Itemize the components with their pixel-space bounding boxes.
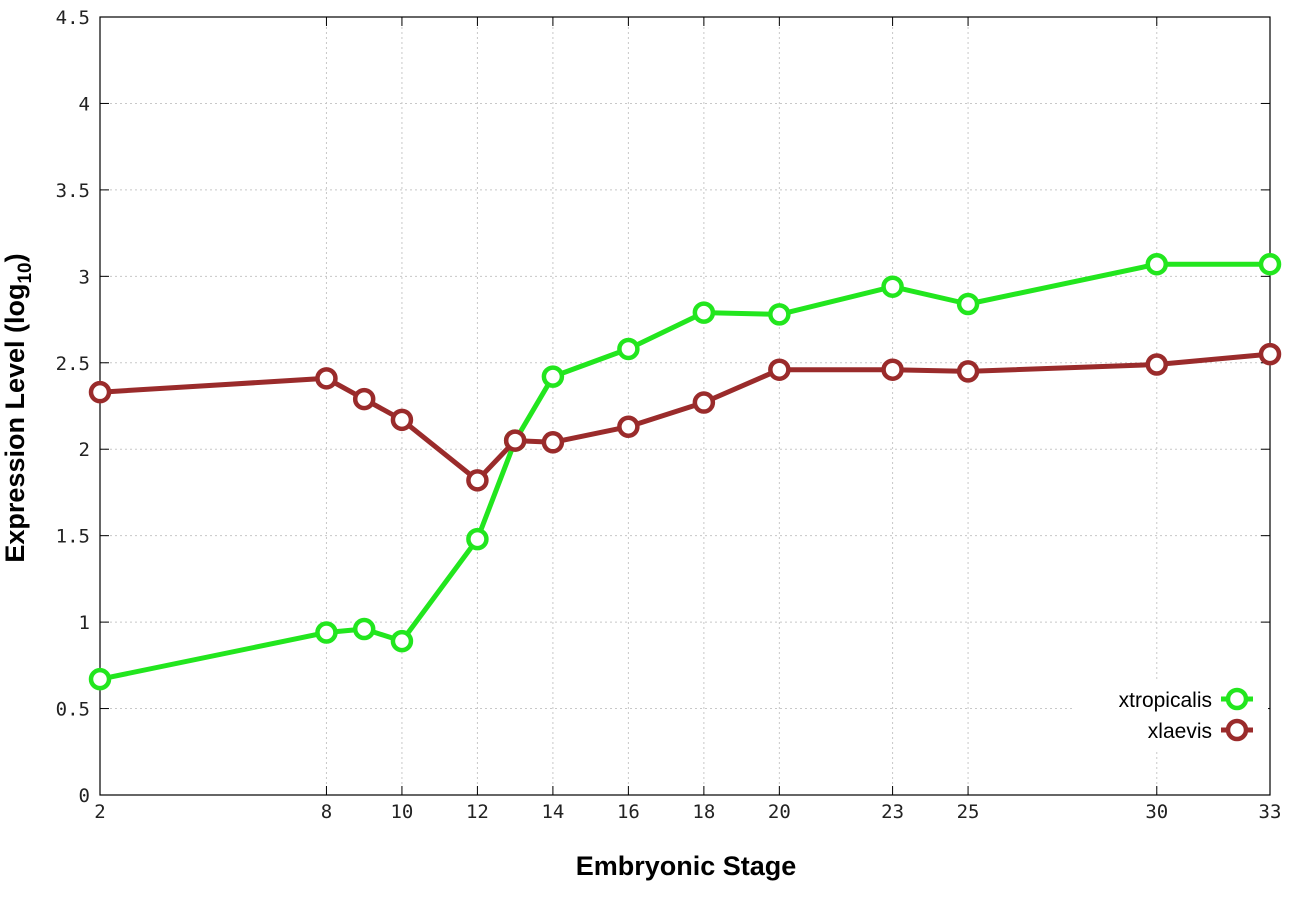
data-point-xlaevis xyxy=(503,429,527,452)
series-xtropicalis xyxy=(88,252,1282,691)
data-point-xtropicalis xyxy=(768,303,791,326)
y-tick-label: 2.5 xyxy=(56,353,90,375)
data-point-xlaevis xyxy=(956,360,980,383)
x-tick-label: 14 xyxy=(541,801,564,823)
x-tick-label: 2 xyxy=(94,801,105,823)
x-tick-label: 8 xyxy=(321,801,332,823)
data-point-xlaevis xyxy=(1258,342,1282,366)
y-tick-label: 4 xyxy=(79,93,90,115)
data-point-xlaevis xyxy=(315,367,338,390)
grid-lines xyxy=(100,17,1270,795)
y-tick-label: 0.5 xyxy=(56,699,90,721)
series-lines xyxy=(88,252,1282,691)
series-xlaevis xyxy=(88,342,1282,492)
x-tick-label: 23 xyxy=(881,801,904,823)
y-tick-label: 4.5 xyxy=(56,7,90,29)
y-axis-title: Expression Level (log10) xyxy=(0,253,36,562)
x-tick-label: 10 xyxy=(390,801,413,823)
x-tick-label: 18 xyxy=(692,801,715,823)
data-point-xlaevis xyxy=(1145,353,1169,376)
x-tick-label: 30 xyxy=(1145,801,1168,823)
data-point-xtropicalis xyxy=(466,527,489,551)
plot-frame xyxy=(99,16,1271,796)
data-point-xlaevis xyxy=(881,358,904,381)
y-tick-label: 1.5 xyxy=(56,526,90,548)
x-axis-title: Embryonic Stage xyxy=(576,851,797,881)
data-point-xtropicalis xyxy=(617,337,640,361)
data-point-xtropicalis xyxy=(881,275,904,298)
data-point-xtropicalis xyxy=(1145,252,1169,276)
data-point-xtropicalis xyxy=(692,301,716,324)
x-tick-label: 12 xyxy=(466,801,489,823)
data-point-xlaevis xyxy=(768,358,791,381)
x-tick-label: 20 xyxy=(768,801,791,823)
x-tick-label: 33 xyxy=(1259,801,1282,823)
data-point-xtropicalis xyxy=(315,621,338,644)
series-line-xlaevis xyxy=(99,351,1271,483)
data-point-xlaevis xyxy=(352,387,376,411)
data-point-xlaevis xyxy=(88,380,112,404)
y-tick-label: 0 xyxy=(79,785,90,807)
y-tick-label: 3 xyxy=(79,266,90,288)
data-point-xtropicalis xyxy=(352,617,376,641)
axis-ticks: 0 0.5 1 1.5 2 2.5 3 3.5 4 4.5 2 8 10 12 14 16 18 20 23 25 30… xyxy=(56,7,1282,823)
legend-label-xlaevis: xlaevis xyxy=(1148,720,1212,743)
legend-swatch-marker-xlaevis xyxy=(1225,718,1249,742)
data-point-xtropicalis xyxy=(541,365,565,388)
legend: xtropicalis xlaevis xyxy=(1074,680,1268,750)
x-tick-label: 25 xyxy=(957,801,980,823)
data-point-xlaevis xyxy=(541,431,565,454)
data-point-xtropicalis xyxy=(88,667,112,691)
data-point-xtropicalis xyxy=(1258,252,1282,276)
data-point-xlaevis xyxy=(466,469,489,492)
y-tick-label: 3.5 xyxy=(56,180,90,202)
data-point-xlaevis xyxy=(692,391,716,414)
data-point-xlaevis xyxy=(390,408,414,432)
data-point-xtropicalis xyxy=(956,292,980,316)
legend-swatch-marker-xtropicalis xyxy=(1225,687,1249,711)
series-line-xtropicalis xyxy=(99,261,1270,682)
data-point-xtropicalis xyxy=(390,629,414,653)
data-point-xlaevis xyxy=(617,415,640,438)
y-tick-label: 2 xyxy=(79,439,90,461)
x-tick-label: 16 xyxy=(617,801,640,823)
y-tick-label: 1 xyxy=(79,612,90,634)
legend-label-xtropicalis: xtropicalis xyxy=(1119,689,1212,712)
